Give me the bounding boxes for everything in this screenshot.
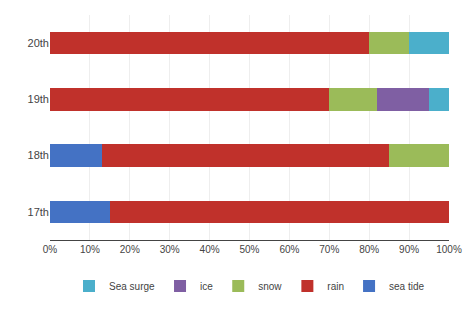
- svg-text:60%: 60%: [279, 244, 299, 255]
- svg-text:100%: 100%: [436, 244, 462, 255]
- svg-text:90%: 90%: [399, 244, 419, 255]
- svg-text:40%: 40%: [200, 244, 220, 255]
- svg-text:70%: 70%: [319, 244, 339, 255]
- svg-text:sea tide: sea tide: [389, 281, 424, 292]
- svg-text:18th: 18th: [28, 149, 49, 161]
- svg-text:Sea surge: Sea surge: [109, 281, 155, 292]
- svg-text:0%: 0%: [43, 244, 58, 255]
- svg-text:ice: ice: [200, 281, 213, 292]
- svg-text:19th: 19th: [28, 93, 49, 105]
- svg-text:80%: 80%: [359, 244, 379, 255]
- svg-text:20th: 20th: [28, 37, 49, 49]
- svg-text:30%: 30%: [160, 244, 180, 255]
- svg-text:10%: 10%: [80, 244, 100, 255]
- svg-text:snow: snow: [258, 281, 282, 292]
- svg-text:20%: 20%: [120, 244, 140, 255]
- svg-text:50%: 50%: [239, 244, 259, 255]
- svg-text:17th: 17th: [28, 206, 49, 218]
- svg-text:rain: rain: [327, 281, 344, 292]
